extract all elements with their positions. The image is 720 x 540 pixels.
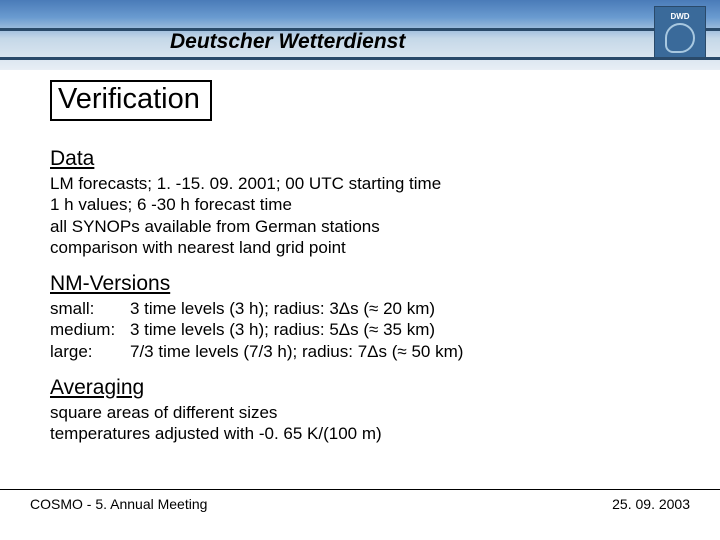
section-body-nm: small: 3 time levels (3 h); radius: 3Δs …	[50, 298, 670, 362]
slide-footer: COSMO - 5. Annual Meeting 25. 09. 2003	[0, 489, 720, 512]
dwd-logo: DWD	[654, 6, 706, 58]
banner-divider-bottom	[0, 57, 720, 60]
nm-desc: 7/3 time levels (7/3 h); radius: 7Δs (≈ …	[130, 341, 463, 362]
nm-row: large: 7/3 time levels (7/3 h); radius: …	[50, 341, 670, 362]
org-title: Deutscher Wetterdienst	[170, 30, 405, 54]
dwd-logo-text: DWD	[670, 12, 689, 21]
nm-desc: 3 time levels (3 h); radius: 3Δs (≈ 20 k…	[130, 298, 435, 319]
data-line: all SYNOPs available from German station…	[50, 216, 670, 237]
footer-right: 25. 09. 2003	[612, 496, 690, 512]
data-line: 1 h values; 6 -30 h forecast time	[50, 194, 670, 215]
footer-left: COSMO - 5. Annual Meeting	[30, 496, 207, 512]
nm-label: large:	[50, 341, 130, 362]
slide-title: Verification	[50, 80, 212, 121]
nm-desc: 3 time levels (3 h); radius: 5Δs (≈ 35 k…	[130, 319, 435, 340]
averaging-line: square areas of different sizes	[50, 402, 670, 423]
nm-label: small:	[50, 298, 130, 319]
nm-row: medium: 3 time levels (3 h); radius: 5Δs…	[50, 319, 670, 340]
data-line: LM forecasts; 1. -15. 09. 2001; 00 UTC s…	[50, 173, 670, 194]
slide-content: Verification Data LM forecasts; 1. -15. …	[0, 70, 720, 444]
section-heading-nm: NM-Versions	[50, 272, 670, 296]
nm-row: small: 3 time levels (3 h); radius: 3Δs …	[50, 298, 670, 319]
section-body-data: LM forecasts; 1. -15. 09. 2001; 00 UTC s…	[50, 173, 670, 258]
averaging-line: temperatures adjusted with -0. 65 K/(100…	[50, 423, 670, 444]
section-body-averaging: square areas of different sizes temperat…	[50, 402, 670, 445]
nm-label: medium:	[50, 319, 130, 340]
data-line: comparison with nearest land grid point	[50, 237, 670, 258]
dwd-logo-icon	[665, 23, 695, 53]
section-heading-averaging: Averaging	[50, 376, 670, 400]
header-banner: Deutscher Wetterdienst DWD	[0, 0, 720, 70]
section-heading-data: Data	[50, 147, 670, 171]
